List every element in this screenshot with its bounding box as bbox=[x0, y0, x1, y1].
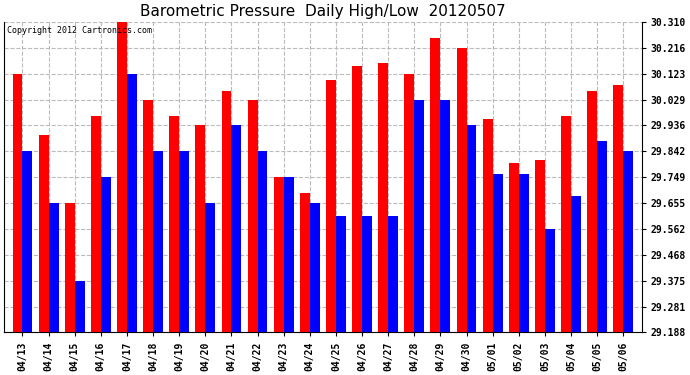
Bar bbox=[231, 125, 241, 375]
Bar bbox=[587, 91, 597, 375]
Bar bbox=[613, 86, 623, 375]
Text: Copyright 2012 Cartronics.com: Copyright 2012 Cartronics.com bbox=[8, 26, 152, 35]
Bar bbox=[483, 118, 493, 375]
Bar bbox=[597, 141, 607, 375]
Bar bbox=[336, 216, 346, 375]
Bar bbox=[378, 63, 388, 375]
Bar bbox=[127, 74, 137, 375]
Bar bbox=[561, 116, 571, 375]
Bar bbox=[248, 99, 257, 375]
Bar bbox=[257, 152, 268, 375]
Bar bbox=[457, 48, 466, 375]
Bar bbox=[519, 174, 529, 375]
Bar bbox=[352, 66, 362, 375]
Bar bbox=[206, 203, 215, 375]
Bar bbox=[362, 216, 372, 375]
Bar bbox=[117, 22, 127, 375]
Bar bbox=[23, 152, 32, 375]
Bar bbox=[310, 203, 319, 375]
Bar bbox=[509, 163, 519, 375]
Title: Barometric Pressure  Daily High/Low  20120507: Barometric Pressure Daily High/Low 20120… bbox=[140, 4, 506, 19]
Bar bbox=[48, 203, 59, 375]
Bar bbox=[284, 177, 294, 375]
Bar bbox=[414, 99, 424, 375]
Bar bbox=[91, 116, 101, 375]
Bar bbox=[195, 125, 206, 375]
Bar bbox=[404, 74, 414, 375]
Bar bbox=[388, 216, 398, 375]
Bar bbox=[571, 196, 581, 375]
Bar bbox=[101, 177, 111, 375]
Bar bbox=[169, 116, 179, 375]
Bar bbox=[65, 203, 75, 375]
Bar bbox=[153, 152, 163, 375]
Bar bbox=[143, 99, 153, 375]
Bar bbox=[545, 229, 555, 375]
Bar bbox=[326, 80, 336, 375]
Bar bbox=[39, 135, 48, 375]
Bar bbox=[75, 280, 85, 375]
Bar bbox=[623, 152, 633, 375]
Bar bbox=[535, 160, 545, 375]
Bar bbox=[440, 99, 451, 375]
Bar bbox=[274, 177, 284, 375]
Bar bbox=[431, 38, 440, 375]
Bar bbox=[466, 125, 477, 375]
Bar bbox=[300, 194, 310, 375]
Bar bbox=[493, 174, 502, 375]
Bar bbox=[12, 74, 23, 375]
Bar bbox=[179, 152, 189, 375]
Bar bbox=[221, 91, 231, 375]
